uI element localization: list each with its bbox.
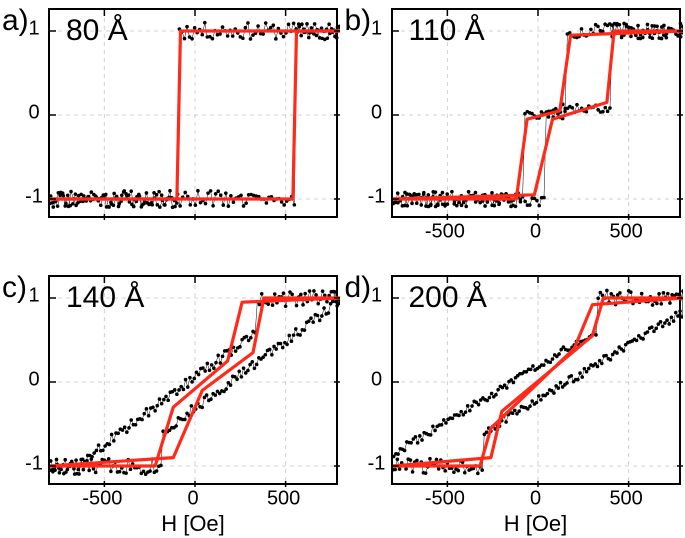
ytick-label: -1 bbox=[25, 453, 43, 476]
xtick-label: 500 bbox=[609, 221, 642, 244]
ytick-label: -1 bbox=[368, 453, 386, 476]
ytick-label: 0 bbox=[371, 369, 382, 392]
panel-tag: c) bbox=[2, 271, 27, 305]
ytick-label: 1 bbox=[371, 18, 382, 41]
panel-tag: b) bbox=[345, 4, 372, 38]
xtick-label: 0 bbox=[530, 221, 541, 244]
ytick-label: 1 bbox=[28, 285, 39, 308]
xtick-label: -500 bbox=[425, 221, 465, 244]
xtick-label: 0 bbox=[530, 488, 541, 511]
xtick-label: 500 bbox=[267, 488, 300, 511]
panel-a: a) 80 Å -1 0 1 bbox=[0, 0, 343, 269]
x-axis-label: H [Oe] bbox=[161, 511, 225, 537]
xtick-label: -500 bbox=[425, 488, 465, 511]
xtick-label: 0 bbox=[187, 488, 198, 511]
ytick-label: -1 bbox=[368, 186, 386, 209]
panel-d: d) 200 Å -1 0 1 -500 0 500 H [Oe] bbox=[343, 269, 685, 538]
panel-title: 110 Å bbox=[409, 14, 485, 48]
ytick-label: 1 bbox=[371, 285, 382, 308]
ytick-label: -1 bbox=[25, 186, 43, 209]
ytick-label: 1 bbox=[28, 18, 39, 41]
x-axis-label: H [Oe] bbox=[504, 511, 568, 537]
ytick-label: 0 bbox=[371, 102, 382, 125]
panel-title: 140 Å bbox=[66, 281, 144, 315]
ytick-label: 0 bbox=[28, 102, 39, 125]
xtick-label: 500 bbox=[609, 488, 642, 511]
panel-tag: a) bbox=[2, 4, 29, 38]
panel-title: 200 Å bbox=[409, 281, 487, 315]
ytick-label: 0 bbox=[28, 369, 39, 392]
panel-b: b) 110 Å -1 0 1 -500 0 500 bbox=[343, 0, 685, 269]
xtick-label: -500 bbox=[82, 488, 122, 511]
panel-c: c) 140 Å -1 0 1 -500 0 500 H [Oe] bbox=[0, 269, 343, 538]
panel-title: 80 Å bbox=[66, 14, 128, 48]
panel-tag: d) bbox=[345, 271, 372, 305]
